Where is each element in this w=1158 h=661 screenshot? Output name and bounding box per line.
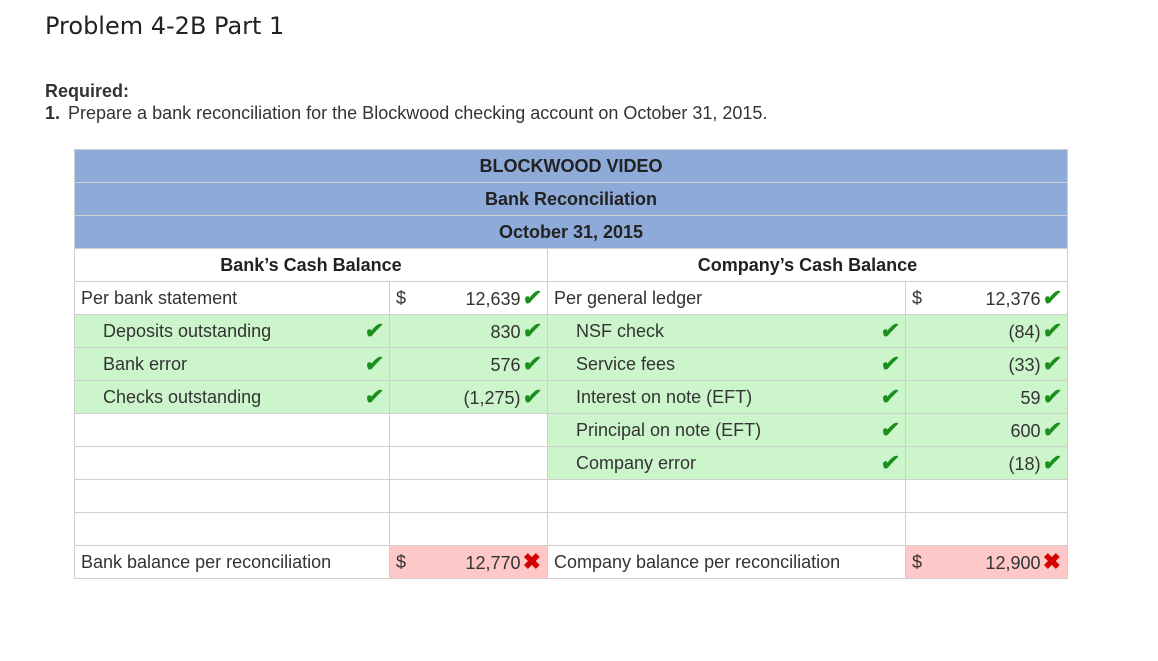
company-start-amount[interactable]: $12,376✔	[905, 281, 1068, 315]
bank-empty-amount[interactable]	[389, 446, 548, 480]
bank-adjustment-label[interactable]: Deposits outstanding ✔	[74, 314, 390, 348]
check-icon: ✔	[362, 318, 385, 343]
company-empty-amount[interactable]	[905, 479, 1068, 513]
bank-empty-amount[interactable]	[389, 512, 548, 546]
bank-adjustment-amount[interactable]: 830✔	[389, 314, 548, 348]
company-empty-amount[interactable]	[905, 512, 1068, 546]
adjustment-label: Principal on note (EFT)	[576, 419, 762, 440]
bank-total-amount[interactable]: $12,770✖	[389, 545, 548, 579]
adjustment-value: (84)	[1008, 322, 1041, 342]
required-label: Required:	[45, 81, 130, 101]
check-icon: ✔	[878, 384, 901, 409]
adjustment-label: NSF check	[576, 320, 665, 341]
adjustment-label: Service fees	[576, 353, 676, 374]
bank-total-label[interactable]: Bank balance per reconciliation	[74, 545, 390, 579]
bank-empty-label[interactable]	[74, 413, 390, 447]
check-icon: ✔	[520, 384, 543, 409]
page-title: Problem 4-2B Part 1	[45, 12, 285, 40]
check-icon: ✔	[362, 351, 385, 376]
adjustment-value: (18)	[1008, 454, 1041, 474]
company-total-label[interactable]: Company balance per reconciliation	[547, 545, 906, 579]
adjustment-value: 600	[1010, 421, 1041, 441]
bank-total-value: 12,770	[465, 553, 521, 573]
check-icon: ✔	[878, 417, 901, 442]
check-icon: ✔	[1040, 351, 1063, 376]
x-icon: ✖	[1042, 549, 1061, 574]
company-adjustment-amount[interactable]: 59✔	[905, 380, 1068, 414]
bank-start-label[interactable]: Per bank statement	[74, 281, 390, 315]
check-icon: ✔	[878, 351, 901, 376]
bank-adjustment-amount[interactable]: (1,275)✔	[389, 380, 548, 414]
statement-date: October 31, 2015	[74, 215, 1068, 249]
statement-title: Bank Reconciliation	[74, 182, 1068, 216]
bank-adjustment-amount[interactable]: 576✔	[389, 347, 548, 381]
bank-adjustment-label[interactable]: Bank error ✔	[74, 347, 390, 381]
company-adjustment-label[interactable]: NSF check ✔	[547, 314, 906, 348]
company-adjustment-label[interactable]: Principal on note (EFT) ✔	[547, 413, 906, 447]
bank-empty-amount[interactable]	[389, 479, 548, 513]
check-icon: ✔	[520, 351, 543, 376]
company-start-value: 12,376	[985, 289, 1041, 309]
company-total-amount[interactable]: $12,900✖	[905, 545, 1068, 579]
bank-empty-amount[interactable]	[389, 413, 548, 447]
company-adjustment-amount[interactable]: 600✔	[905, 413, 1068, 447]
check-icon: ✔	[1040, 450, 1063, 475]
bank-start-amount[interactable]: $12,639✔	[389, 281, 548, 315]
question-number: 1.	[45, 103, 61, 123]
check-icon: ✔	[520, 318, 543, 343]
question-body: Prepare a bank reconciliation for the Bl…	[68, 103, 768, 123]
bank-adjustment-label[interactable]: Checks outstanding ✔	[74, 380, 390, 414]
company-name: BLOCKWOOD VIDEO	[74, 149, 1068, 183]
bank-empty-label[interactable]	[74, 446, 390, 480]
company-adjustment-amount[interactable]: (33)✔	[905, 347, 1068, 381]
adjustment-label: Bank error	[103, 353, 188, 374]
x-icon: ✖	[522, 549, 541, 574]
bank-reconciliation-table: BLOCKWOOD VIDEO Bank Reconciliation Octo…	[74, 149, 1068, 579]
company-empty-label[interactable]	[547, 479, 906, 513]
adjustment-label: Company error	[576, 452, 697, 473]
bank-start-value: 12,639	[465, 289, 521, 309]
adjustment-value: (1,275)	[463, 388, 521, 408]
company-empty-label[interactable]	[547, 512, 906, 546]
check-icon: ✔	[1040, 318, 1063, 343]
currency-symbol: $	[912, 287, 923, 308]
company-adjustment-amount[interactable]: (84)✔	[905, 314, 1068, 348]
bank-empty-label[interactable]	[74, 479, 390, 513]
adjustment-value: (33)	[1008, 355, 1041, 375]
question-text: 1. Prepare a bank reconciliation for the …	[45, 103, 767, 124]
check-icon: ✔	[362, 384, 385, 409]
check-icon: ✔	[1040, 285, 1063, 310]
check-icon: ✔	[878, 450, 901, 475]
company-total-value: 12,900	[985, 553, 1041, 573]
company-adjustment-amount[interactable]: (18)✔	[905, 446, 1068, 480]
adjustment-value: 830	[490, 322, 521, 342]
adjustment-value: 59	[1020, 388, 1041, 408]
adjustment-label: Interest on note (EFT)	[576, 386, 753, 407]
company-header: Company’s Cash Balance	[547, 248, 1068, 282]
company-start-label[interactable]: Per general ledger	[547, 281, 906, 315]
bank-empty-label[interactable]	[74, 512, 390, 546]
company-adjustment-label[interactable]: Interest on note (EFT) ✔	[547, 380, 906, 414]
currency-symbol: $	[396, 551, 407, 572]
adjustment-label: Checks outstanding	[103, 386, 262, 407]
currency-symbol: $	[396, 287, 407, 308]
check-icon: ✔	[520, 285, 543, 310]
company-adjustment-label[interactable]: Company error ✔	[547, 446, 906, 480]
adjustment-value: 576	[490, 355, 521, 375]
check-icon: ✔	[1040, 384, 1063, 409]
bank-header: Bank’s Cash Balance	[74, 248, 548, 282]
currency-symbol: $	[912, 551, 923, 572]
check-icon: ✔	[878, 318, 901, 343]
company-adjustment-label[interactable]: Service fees ✔	[547, 347, 906, 381]
check-icon: ✔	[1040, 417, 1063, 442]
adjustment-label: Deposits outstanding	[103, 320, 272, 341]
